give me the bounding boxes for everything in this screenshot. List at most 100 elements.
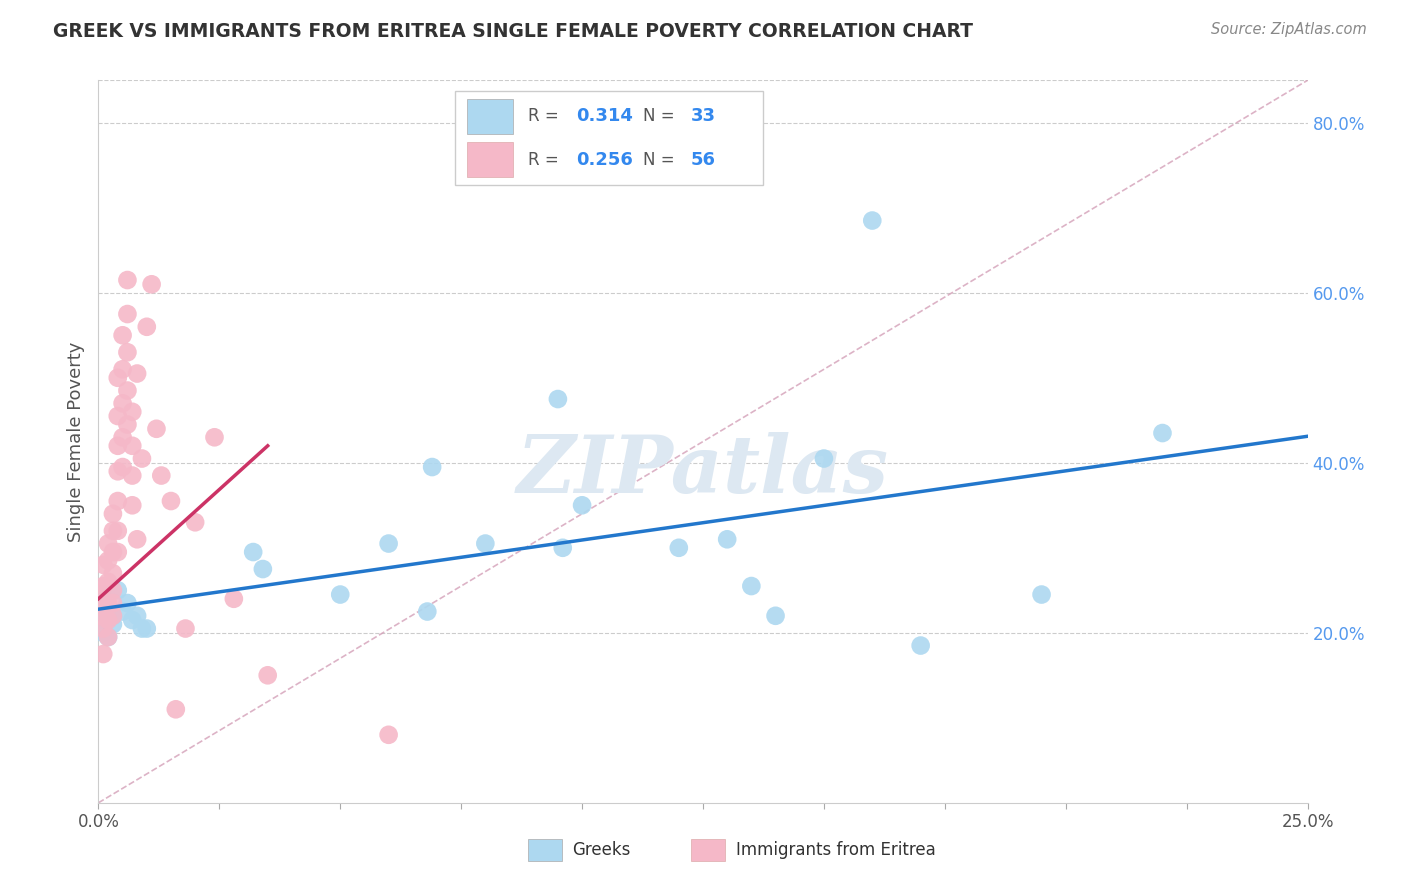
Point [121, 439, 143, 453]
Text: Source: ZipAtlas.com: Source: ZipAtlas.com [1211, 22, 1367, 37]
Point [1152, 425, 1174, 440]
Point [242, 545, 264, 559]
Point [87, 583, 110, 598]
Point [117, 417, 139, 432]
Bar [467, 99, 513, 134]
Point [222, 591, 245, 606]
Point [165, 702, 187, 716]
Point [97, 600, 120, 615]
Point [101, 617, 124, 632]
Text: 0.314: 0.314 [576, 107, 633, 126]
Point [174, 622, 197, 636]
Point [740, 579, 762, 593]
Point [91, 613, 114, 627]
Point [131, 622, 153, 636]
Point [127, 533, 149, 547]
Point [117, 596, 139, 610]
Point [101, 566, 124, 581]
Point [547, 392, 569, 406]
Point [127, 367, 149, 381]
Point [101, 608, 124, 623]
Point [111, 328, 134, 343]
Point [97, 553, 120, 567]
Point [117, 384, 139, 398]
Point [91, 579, 114, 593]
Point [121, 405, 143, 419]
Text: Greeks: Greeks [572, 841, 631, 859]
Point [551, 541, 574, 555]
Point [91, 588, 114, 602]
Point [107, 409, 129, 423]
Text: N =: N = [643, 151, 679, 169]
Point [256, 668, 278, 682]
Point [107, 583, 129, 598]
Point [420, 460, 443, 475]
Y-axis label: Single Female Poverty: Single Female Poverty [66, 342, 84, 541]
Point [117, 273, 139, 287]
Point [145, 422, 167, 436]
Point [716, 533, 738, 547]
Point [91, 622, 114, 636]
Text: 33: 33 [690, 107, 716, 126]
Point [377, 728, 399, 742]
Point [150, 468, 173, 483]
Point [910, 639, 932, 653]
Point [107, 545, 129, 559]
Point [111, 605, 134, 619]
Bar [467, 143, 513, 178]
Point [117, 345, 139, 359]
Point [377, 536, 399, 550]
Point [416, 605, 439, 619]
Point [668, 541, 690, 555]
Point [1031, 588, 1053, 602]
Point [184, 516, 207, 530]
Bar [527, 838, 561, 861]
Text: N =: N = [643, 107, 679, 126]
Point [107, 494, 129, 508]
Point [97, 613, 120, 627]
Point [141, 277, 163, 292]
Point [107, 371, 129, 385]
Point [252, 562, 274, 576]
Text: 0.256: 0.256 [576, 151, 633, 169]
Point [111, 362, 134, 376]
Point [97, 630, 120, 644]
Point [87, 608, 110, 623]
Point [107, 524, 129, 538]
Text: R =: R = [527, 107, 564, 126]
Point [91, 625, 114, 640]
Point [111, 460, 134, 475]
Point [813, 451, 835, 466]
Point [131, 451, 153, 466]
Point [91, 647, 114, 661]
Point [204, 430, 226, 444]
Point [117, 307, 139, 321]
Point [107, 439, 129, 453]
Bar [690, 838, 724, 861]
Point [97, 536, 120, 550]
Point [91, 558, 114, 572]
Point [101, 583, 124, 598]
Point [107, 464, 129, 478]
Point [121, 498, 143, 512]
Point [101, 545, 124, 559]
Point [160, 494, 183, 508]
Point [121, 613, 143, 627]
Point [91, 600, 114, 615]
Point [101, 507, 124, 521]
Point [97, 574, 120, 589]
Point [474, 536, 496, 550]
Point [97, 596, 120, 610]
Text: Immigrants from Eritrea: Immigrants from Eritrea [735, 841, 935, 859]
Point [571, 498, 593, 512]
Point [101, 608, 124, 623]
Point [135, 622, 157, 636]
Point [111, 430, 134, 444]
Point [121, 468, 143, 483]
Point [101, 596, 124, 610]
Point [860, 213, 883, 227]
Point [765, 608, 787, 623]
Point [97, 630, 120, 644]
Point [101, 524, 124, 538]
Text: 56: 56 [690, 151, 716, 169]
